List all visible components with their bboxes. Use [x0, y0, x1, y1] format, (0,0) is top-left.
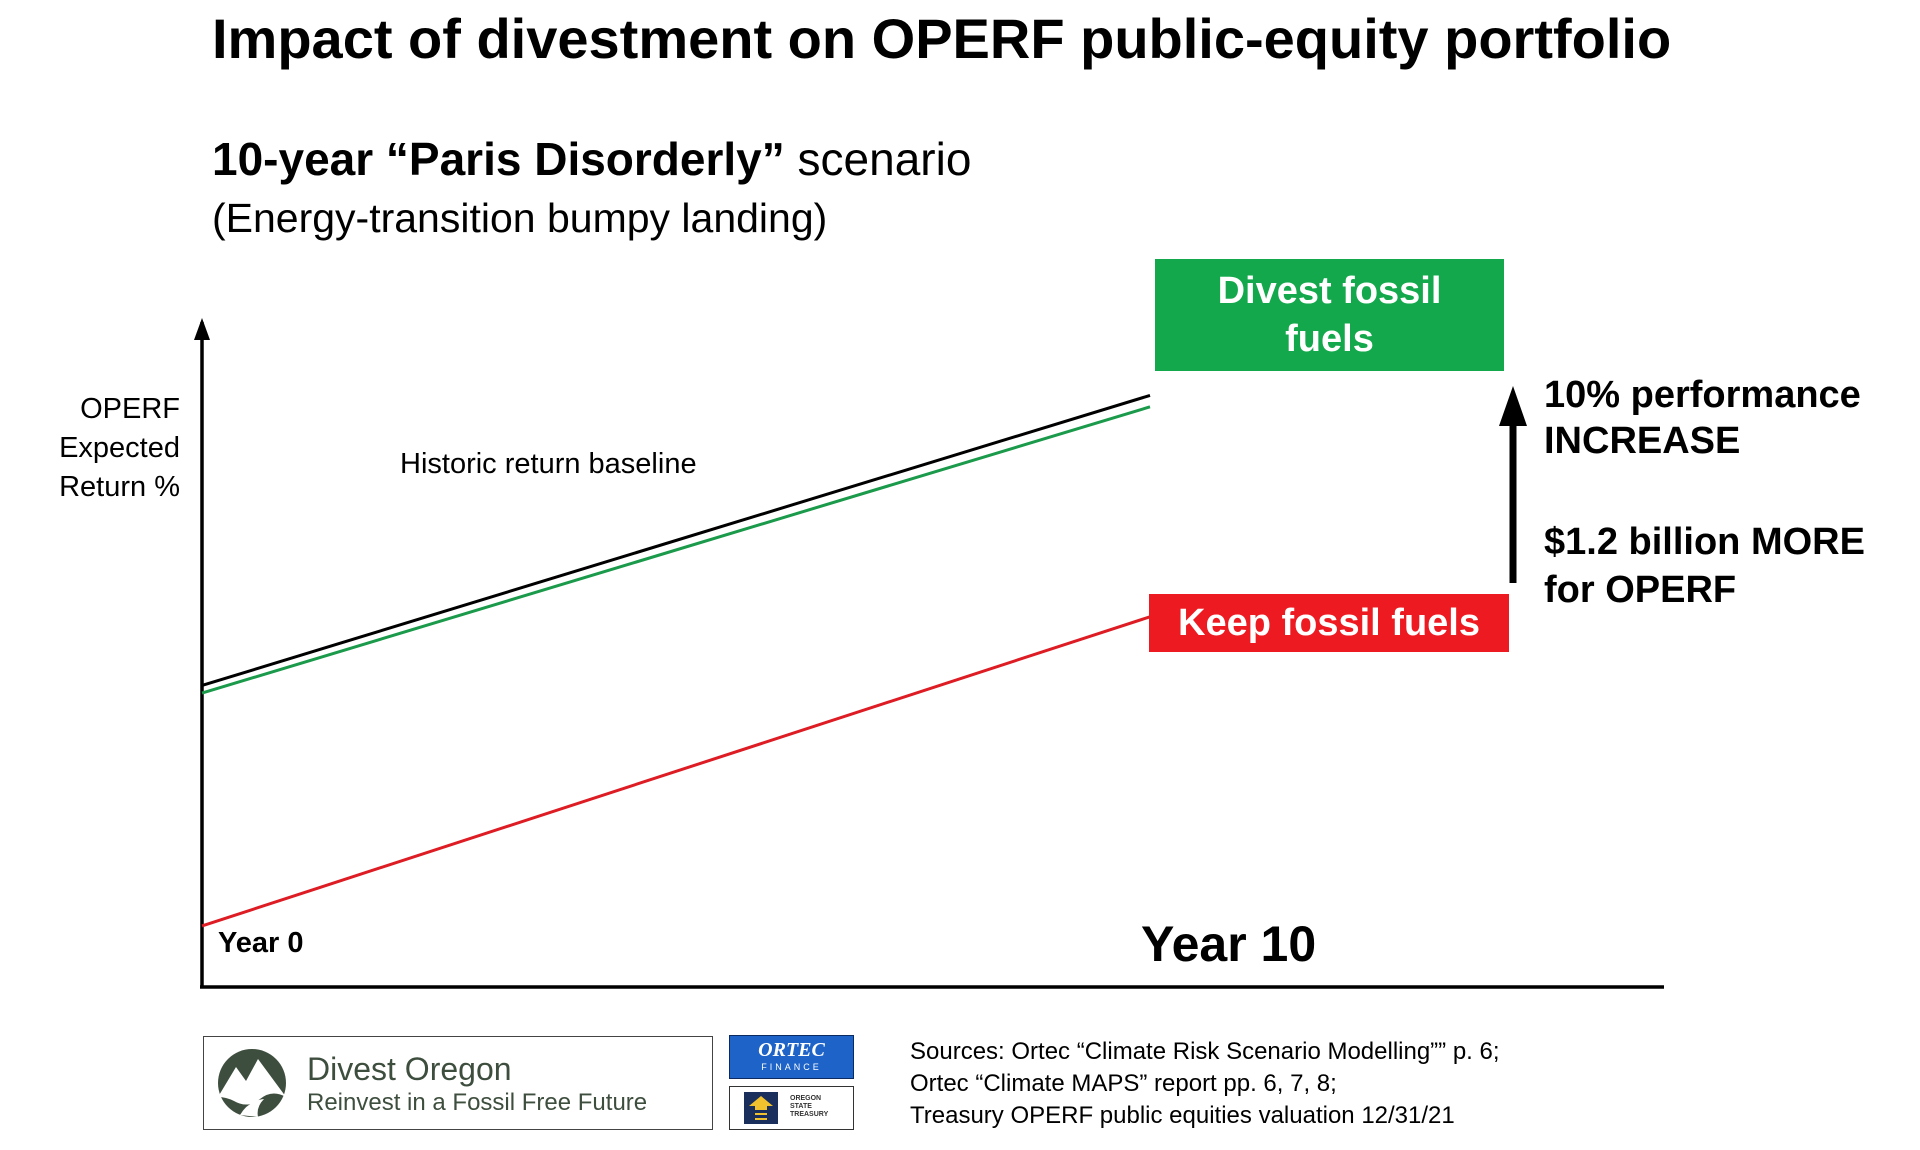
chart-subtitle: 10-year “Paris Disorderly” scenario	[212, 132, 971, 186]
ortec-logo-sub: FINANCE	[761, 1062, 822, 1072]
series-layer	[201, 393, 1151, 928]
series-line-divest-fossil-fuels	[201, 405, 1151, 695]
treasury-line: TREASURY	[790, 1111, 829, 1118]
x-tick-label-year-10: Year 10	[1141, 916, 1317, 972]
sources-note: Sources: Ortec “Climate Risk Scenario Mo…	[910, 1036, 1500, 1132]
treasury-logo-text: OREGON STATE TREASURY	[790, 1095, 828, 1119]
y-axis-arrowhead	[194, 318, 210, 340]
keep-label-box: Keep fossil fuels	[1149, 594, 1509, 652]
divest-oregon-logo: Divest Oregon Reinvest in a Fossil Free …	[203, 1036, 713, 1130]
performance-line: INCREASE	[1544, 420, 1741, 462]
money-annotation: $1.2 billion MORE for OPERF	[1544, 518, 1865, 614]
source-line: Treasury OPERF public equities valuation…	[910, 1102, 1455, 1129]
page-title: Impact of divestment on OPERF public-equ…	[212, 7, 1672, 70]
ortec-finance-logo: ORTEC FINANCE	[729, 1035, 854, 1079]
y-axis-label-line: OPERF	[80, 393, 180, 425]
increase-arrow-head	[1499, 386, 1527, 426]
source-line: Ortec “Climate MAPS” report pp. 6, 7, 8;	[910, 1070, 1337, 1097]
scenario-name: 10-year “Paris Disorderly”	[212, 133, 785, 185]
performance-line: 10% performance	[1544, 374, 1861, 416]
divest-label-line: Divest fossil	[1217, 270, 1442, 312]
scenario-description: (Energy-transition bumpy landing)	[212, 195, 828, 241]
logo-tagline: Reinvest in a Fossil Free Future	[307, 1089, 648, 1116]
divest-label-line: fuels	[1285, 318, 1374, 360]
money-line: $1.2 billion MORE	[1544, 521, 1865, 563]
series-line-keep-fossil-fuels	[201, 615, 1151, 928]
y-axis-label-line: Return %	[59, 471, 180, 503]
ortec-logo-name: ORTEC	[758, 1039, 825, 1061]
increase-arrow	[1499, 386, 1527, 583]
y-axis-label-line: Expected	[59, 432, 180, 464]
treasury-line: STATE	[790, 1103, 812, 1110]
performance-annotation: 10% performance INCREASE	[1544, 372, 1861, 464]
divest-label-box: Divest fossil fuels	[1155, 259, 1504, 371]
oregon-treasury-logo: OREGON STATE TREASURY	[729, 1086, 854, 1130]
scenario-word: scenario	[784, 133, 972, 185]
treasury-line: OREGON	[790, 1095, 822, 1102]
baseline-series-label: Historic return baseline	[400, 448, 697, 480]
y-axis-label: OPERF Expected Return %	[32, 390, 180, 507]
x-tick-label-year-0: Year 0	[218, 927, 304, 959]
mountain-logo-icon	[218, 1049, 286, 1117]
source-line: Sources: Ortec “Climate Risk Scenario Mo…	[910, 1038, 1500, 1065]
money-line: for OPERF	[1544, 569, 1737, 611]
treasury-emblem-icon	[744, 1092, 778, 1124]
logo-name: Divest Oregon	[307, 1051, 512, 1087]
series-line-historic-return-baseline	[201, 393, 1151, 687]
chart-axes	[194, 318, 1664, 989]
